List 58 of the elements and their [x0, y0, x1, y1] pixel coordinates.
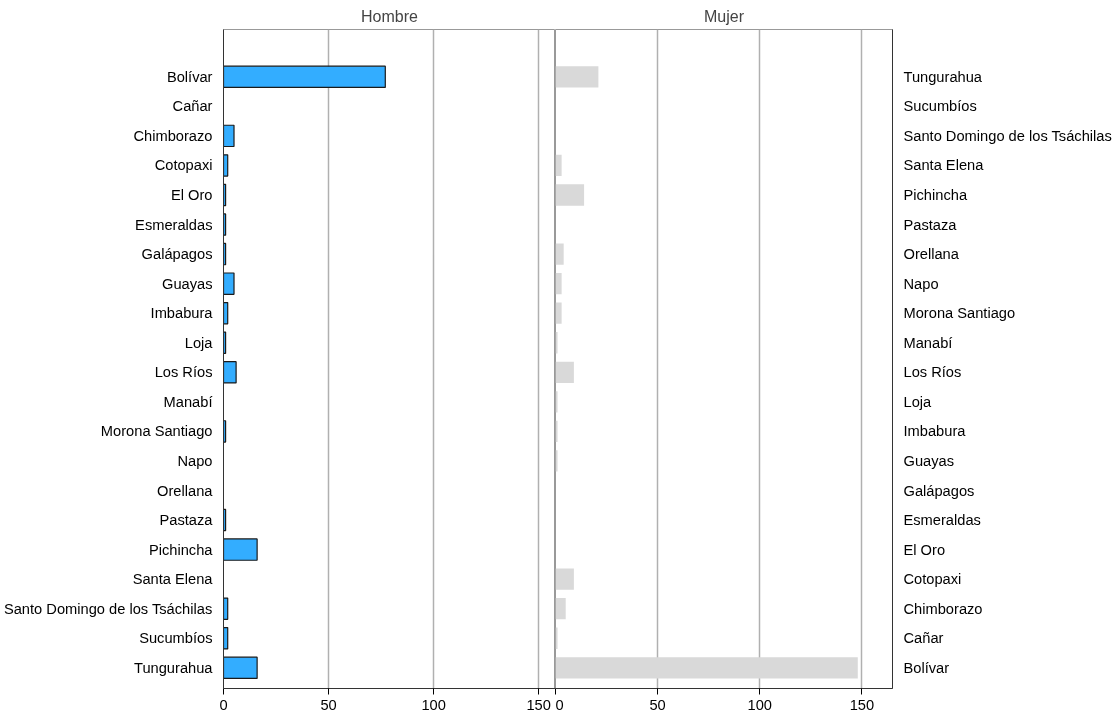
bar: [223, 272, 235, 295]
y-tick-label: El Oro: [903, 541, 946, 558]
x-tick-label: 50: [320, 696, 337, 713]
y-tick-label: Cotopaxi: [903, 571, 962, 588]
bar: [223, 124, 235, 148]
y-tick-label: Cañar: [903, 630, 944, 647]
chart-title: Mujer: [704, 7, 745, 25]
x-tick-label: 150: [526, 696, 551, 713]
y-tick-label: Esmeraldas: [903, 512, 981, 529]
y-tick-label: El Oro: [170, 186, 213, 203]
y-tick-label: Los Ríos: [154, 364, 213, 381]
x-tick-label: 100: [747, 696, 772, 713]
y-tick-label: Sucumbíos: [903, 98, 977, 115]
y-tick-label: Morona Santiago: [100, 423, 213, 440]
y-tick-label: Napo: [903, 275, 939, 292]
y-tick-label: Imbabura: [903, 423, 967, 440]
y-tick-label: Loja: [903, 393, 933, 410]
y-tick-label: Cañar: [172, 98, 213, 115]
bar: [223, 65, 386, 89]
y-tick-label: Bolívar: [166, 68, 213, 85]
y-tick-label: Morona Santiago: [903, 305, 1016, 322]
y-tick-label: Cotopaxi: [154, 157, 213, 174]
chart-title: Hombre: [361, 7, 419, 25]
x-tick-label: 100: [421, 696, 446, 713]
y-tick-label: Manabí: [163, 393, 213, 410]
y-tick-label: Pastaza: [903, 216, 958, 233]
y-tick-label: Chimborazo: [133, 127, 213, 144]
y-tick-label: Santa Elena: [903, 157, 985, 174]
x-tick-label: 0: [555, 696, 564, 713]
y-tick-label: Orellana: [157, 482, 214, 499]
bar: [223, 538, 258, 561]
y-tick-label: Imbabura: [150, 305, 214, 322]
y-tick-label: Loja: [184, 334, 214, 351]
y-tick-label: Tungurahua: [134, 659, 214, 676]
y-tick-label: Napo: [177, 452, 213, 469]
y-tick-label: Santo Domingo de los Tsáchilas: [3, 600, 213, 617]
x-tick-label: 150: [849, 696, 875, 713]
bar: [223, 361, 237, 384]
y-tick-label: Pastaza: [159, 512, 214, 529]
y-tick-label: Pichincha: [903, 186, 968, 203]
bar: [223, 656, 258, 680]
y-tick-label: Tungurahua: [903, 68, 983, 85]
y-tick-label: Galápagos: [903, 482, 975, 499]
y-tick-label: Manabí: [903, 334, 953, 351]
y-tick-label: Bolívar: [903, 659, 950, 676]
y-tick-label: Santa Elena: [132, 571, 214, 588]
y-tick-label: Galápagos: [141, 246, 213, 263]
y-tick-label: Guayas: [903, 452, 955, 469]
y-tick-label: Sucumbíos: [139, 630, 213, 647]
y-tick-label: Esmeraldas: [135, 216, 213, 233]
y-tick-label: Chimborazo: [903, 600, 983, 617]
x-tick-label: 0: [219, 696, 228, 713]
x-tick-label: 50: [649, 696, 666, 713]
y-tick-label: Santo Domingo de los Tsáchilas: [903, 127, 1112, 144]
y-tick-label: Orellana: [903, 246, 960, 263]
y-tick-label: Los Ríos: [903, 364, 962, 381]
y-tick-label: Pichincha: [148, 541, 214, 558]
y-tick-label: Guayas: [161, 275, 213, 292]
